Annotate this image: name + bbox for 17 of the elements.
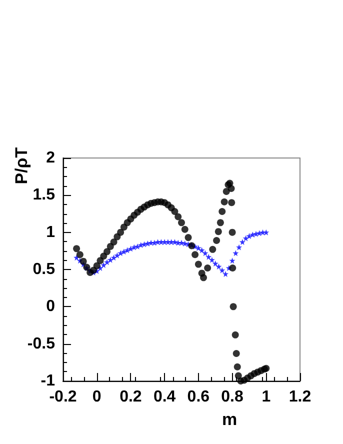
x-tick-label: 0.4 [153, 388, 176, 406]
x-tick-label: 0.2 [120, 388, 142, 406]
y-tick-label: 2 [46, 150, 56, 166]
x-tick-label: 1.2 [288, 388, 312, 406]
y-tick-label: 1.5 [32, 186, 56, 204]
y-tick-label: -1 [40, 372, 56, 390]
x-tick-label: 1 [262, 388, 271, 406]
y-axis-title: P/ρT [12, 146, 31, 184]
x-tick-label: 0 [92, 388, 102, 406]
x-axis-title: m [222, 410, 238, 429]
y-tick-label: -0.5 [27, 335, 56, 352]
x-tick-label: 0.6 [187, 388, 210, 406]
x-tick-label: -0.2 [49, 388, 77, 406]
x-tick-label: 0.8 [221, 388, 244, 406]
y-tick-label: 0 [46, 298, 56, 316]
y-tick-label: 1 [46, 224, 56, 241]
y-tick-label: 0.5 [32, 261, 56, 278]
